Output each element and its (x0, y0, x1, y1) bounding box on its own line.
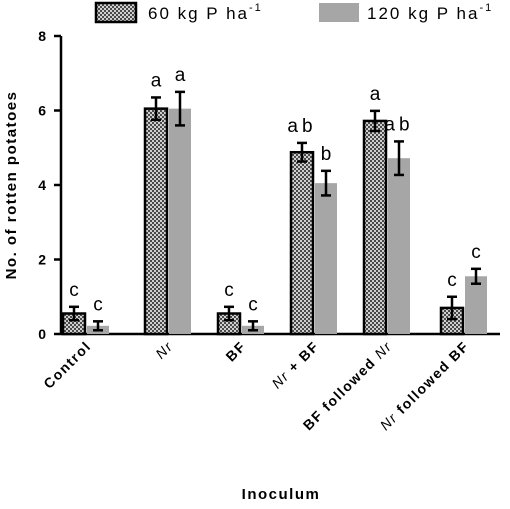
legend-swatch-series-1 (94, 1, 138, 24)
y-tick-label: 0 (38, 326, 46, 342)
y-ticks: 0 2 4 6 8 (38, 28, 61, 342)
significance-letter: ab (287, 116, 316, 137)
y-tick-label: 6 (38, 103, 46, 119)
y-tick-label: 8 (38, 28, 46, 44)
bar-series-1 (362, 119, 388, 336)
significance-letter: c (69, 280, 79, 301)
bar-series-1 (289, 150, 315, 336)
x-category-label: BF (222, 338, 249, 365)
x-axis-title: Inoculum (242, 486, 321, 503)
legend: 60 kg P ha-1 120 kg P ha-1 (94, 1, 493, 24)
legend-label-series-1: 60 kg P ha-1 (148, 2, 263, 23)
bar-series-2 (465, 276, 487, 334)
bar-series-2 (315, 183, 337, 334)
x-category-label: Nr + BF (268, 338, 322, 392)
significance-letter: a (151, 70, 162, 91)
significance-letter: c (248, 294, 258, 315)
significance-letter: c (224, 280, 234, 301)
significance-letter: c (471, 242, 481, 263)
legend-label-series-2: 120 kg P ha-1 (367, 2, 493, 23)
significance-letter: b (321, 144, 332, 165)
significance-letter: c (447, 270, 457, 291)
y-tick-label: 2 (38, 252, 46, 268)
significance-letter: ab (384, 114, 413, 135)
significance-letter: a (175, 65, 186, 86)
bar-series-2 (169, 108, 191, 334)
y-tick-label: 4 (38, 177, 46, 193)
x-category-label: Control (40, 338, 94, 392)
significance-letter: a (370, 84, 381, 105)
bar-series-1 (143, 107, 169, 336)
y-axis-title: No. of rotten potatoes (3, 91, 20, 280)
bar-series-2 (388, 158, 410, 334)
x-category-label: Nr (152, 338, 176, 362)
legend-swatch-series-2 (319, 3, 359, 22)
significance-letter: c (93, 294, 103, 315)
